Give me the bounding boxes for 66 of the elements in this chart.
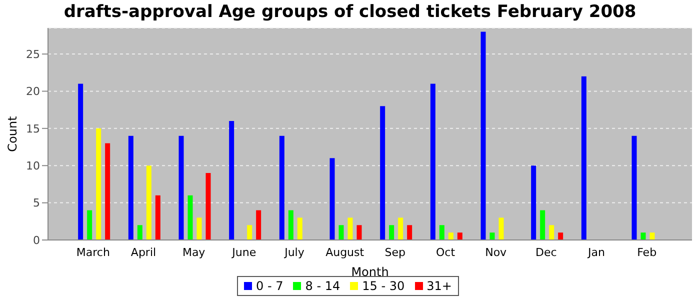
y-tick-label: 25: [26, 48, 40, 61]
bar: [348, 218, 353, 240]
x-tick-label: May: [182, 246, 206, 259]
bar: [398, 218, 404, 240]
y-tick-label: 5: [33, 196, 40, 210]
bar: [96, 128, 102, 240]
y-tick-label: 10: [26, 160, 40, 173]
y-tick-label: 0: [33, 234, 40, 247]
x-axis-title: Month: [351, 265, 389, 279]
bar: [448, 232, 454, 240]
bar: [196, 218, 202, 240]
bar: [105, 143, 110, 240]
bar: [338, 225, 344, 240]
bar: [229, 120, 234, 240]
bar: [146, 166, 152, 240]
x-tick-label: August: [326, 246, 365, 259]
bar: [330, 158, 335, 240]
x-tick-label: Sep: [384, 246, 406, 259]
bar: [247, 225, 252, 240]
bar: [540, 210, 546, 240]
legend-label: 0 - 7: [255, 279, 284, 293]
bar: [498, 218, 504, 240]
x-tick-label: Dec: [536, 246, 557, 259]
bar: [531, 166, 536, 240]
bar: [78, 84, 84, 240]
x-tick-label: April: [130, 246, 156, 259]
legend-label: 15 - 30: [361, 279, 405, 293]
bar: [650, 232, 655, 240]
bar: [297, 218, 302, 240]
bar: [407, 225, 412, 240]
bar: [558, 232, 564, 240]
x-tick-label: Oct: [436, 246, 456, 259]
bar: [439, 225, 444, 240]
bar: [178, 136, 184, 240]
bar: [640, 232, 646, 240]
bar: [549, 225, 554, 240]
bar: [137, 225, 142, 240]
x-tick-label: Jan: [587, 246, 605, 259]
x-tick-label: July: [284, 246, 305, 259]
bar: [380, 106, 386, 240]
bar: [356, 225, 362, 240]
x-tick-label: Nov: [485, 246, 508, 259]
bar: [128, 136, 134, 240]
legend-label: 31+: [426, 279, 452, 293]
bar: [581, 76, 586, 240]
y-tick-label: 15: [26, 122, 40, 136]
x-tick-label: Feb: [637, 246, 657, 259]
bar: [288, 210, 294, 240]
bar: [457, 232, 462, 240]
y-tick-label: 20: [26, 85, 40, 98]
legend-label: 8 - 14: [304, 279, 340, 293]
bar: [632, 136, 637, 240]
bar: [430, 84, 436, 240]
bar: [188, 195, 193, 240]
x-tick-label: June: [231, 246, 256, 259]
chart-title: drafts-approval Age groups of closed tickets February 2008: [62, 1, 638, 24]
bar: [256, 210, 262, 240]
x-tick-label: March: [76, 246, 110, 259]
bar: [87, 210, 92, 240]
bar: [389, 225, 394, 240]
bar: [480, 32, 486, 240]
y-axis-title: Count: [5, 116, 20, 152]
bar: [279, 136, 284, 240]
bar: [206, 173, 211, 240]
bar: [490, 232, 495, 240]
bar: [155, 195, 160, 240]
